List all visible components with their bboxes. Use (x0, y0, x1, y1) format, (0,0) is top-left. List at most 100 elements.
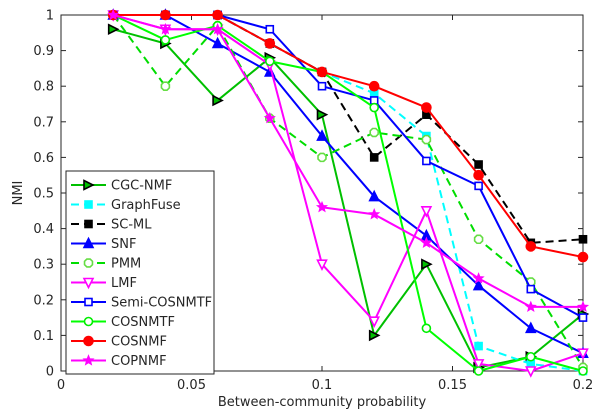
x-tick-label: 0.15 (438, 378, 467, 393)
y-tick-label: 0.3 (33, 258, 54, 273)
legend-label: GraphFuse (111, 198, 181, 213)
data-point-cosnmtf (369, 102, 380, 113)
x-axis-label: Between-community probability (218, 395, 427, 410)
data-point-snf (368, 189, 380, 202)
legend-entry-pmm: PMM (71, 257, 141, 272)
data-point-copnmf (420, 236, 433, 248)
y-tick-label: 1 (46, 9, 54, 24)
data-point-cgc-nmf (316, 108, 329, 121)
data-point-lmf (525, 366, 537, 378)
data-point-copnmf (107, 8, 120, 21)
legend: CGC-NMF GraphFuse SC-ML SNF PMM LMF Semi-COSNM… (65, 170, 215, 375)
legend-label: PMM (111, 257, 141, 272)
y-tick-label: 0.8 (33, 80, 54, 95)
legend-label: COPNMF (111, 354, 167, 369)
data-point-sc-ml (369, 153, 379, 162)
x-axis-ticks: 0 0.05 0.1 0.15 0.2 (57, 15, 593, 393)
data-point-semi-cosnmtf (526, 284, 536, 294)
data-point-copnmf (211, 22, 224, 35)
legend-label: SC-ML (111, 218, 152, 233)
data-point-cosnmtf (525, 351, 536, 362)
legend-label: COSNMF (111, 335, 167, 350)
legend-entry-cosnmf: COSNMF (71, 335, 167, 350)
data-point-copnmf (576, 300, 590, 313)
legend-swatch-marker (82, 277, 95, 290)
legend-entry-sc-ml: SC-ML (71, 218, 152, 233)
legend-label: Semi-COSNMTF (111, 296, 212, 311)
series-line-cosnmf (113, 14, 584, 259)
data-point-snf (316, 129, 328, 141)
data-point-pmm (317, 152, 327, 163)
legend-label: SNF (111, 237, 136, 252)
data-point-cosnmtf (578, 366, 588, 376)
data-point-cosnmf (473, 169, 484, 181)
series-line-cgc-nmf (112, 28, 584, 369)
data-point-cosnmtf (421, 323, 432, 334)
data-point-cgc-nmf (421, 258, 433, 270)
series-copnmf (107, 8, 590, 313)
data-point-copnmf (368, 208, 381, 220)
data-point-copnmf (159, 22, 172, 35)
legend-entry-snf: SNF (71, 236, 136, 252)
series-line-copnmf (112, 14, 583, 308)
data-point-lmf (577, 348, 589, 360)
y-tick-label: 0.5 (33, 187, 54, 202)
legend-entry-copnmf: COPNMF (71, 354, 167, 369)
legend-swatch-marker (84, 297, 93, 307)
y-tick-label: 0.1 (33, 329, 54, 344)
data-point-copnmf (263, 111, 276, 124)
legend-label: CGC-NMF (111, 179, 172, 194)
x-tick-label: 0.1 (312, 378, 333, 393)
data-point-cosnmf (264, 38, 276, 49)
legend-entry-lmf: LMF (71, 276, 137, 291)
data-point-lmf (316, 259, 328, 271)
y-tick-label: 0.7 (33, 115, 54, 130)
legend-entry-cosnmtf: COSNMTF (71, 315, 175, 330)
data-point-graphfuse (474, 341, 483, 351)
data-point-snf (211, 36, 224, 49)
data-point-copnmf (315, 200, 329, 213)
data-point-cosnmtf (473, 366, 484, 376)
data-point-cosnmf (421, 102, 432, 113)
data-point-pmm (160, 81, 171, 91)
legend-swatch-marker (83, 335, 94, 347)
legend-swatch-marker (82, 236, 95, 249)
y-tick-label: 0.9 (33, 44, 54, 59)
y-tick-label: 0.6 (33, 151, 54, 166)
data-point-cgc-nmf (107, 23, 120, 36)
data-point-cgc-nmf (212, 94, 224, 107)
legend-entry-cgc-nmf: CGC-NMF (71, 179, 172, 194)
data-point-pmm (473, 234, 484, 245)
legend-swatch-marker (83, 179, 95, 191)
data-point-lmf (368, 316, 380, 328)
data-point-semi-cosnmtf (578, 313, 588, 322)
series-layer (107, 8, 590, 378)
data-point-cosnmf (577, 251, 589, 263)
data-point-semi-cosnmtf (265, 24, 275, 34)
data-point-cosnmf (368, 80, 380, 92)
data-point-cosnmf (316, 66, 328, 78)
x-tick-label: 0 (57, 378, 65, 393)
data-point-pmm (369, 127, 379, 138)
legend-swatch-marker (84, 200, 93, 209)
y-tick-label: 0 (46, 365, 54, 380)
data-point-snf (472, 278, 485, 291)
data-point-cosnmf (525, 241, 537, 252)
legend-entry-graphfuse: GraphFuse (71, 198, 181, 213)
data-point-semi-cosnmtf (317, 81, 327, 91)
data-point-semi-cosnmtf (474, 181, 483, 191)
data-point-cosnmtf (160, 35, 171, 45)
y-tick-label: 0.4 (33, 222, 54, 237)
data-point-snf (525, 321, 537, 334)
data-point-lmf (420, 206, 433, 218)
data-point-sc-ml (578, 234, 588, 244)
series-line-cosnmtf (112, 14, 584, 372)
x-tick-label: 0.05 (177, 378, 206, 393)
data-point-sc-ml (474, 160, 483, 169)
data-point-semi-cosnmtf (422, 156, 431, 166)
data-point-cosnmtf (264, 56, 275, 67)
data-point-cgc-nmf (368, 329, 381, 342)
data-point-copnmf (524, 300, 537, 313)
legend-swatch-marker (83, 258, 94, 268)
